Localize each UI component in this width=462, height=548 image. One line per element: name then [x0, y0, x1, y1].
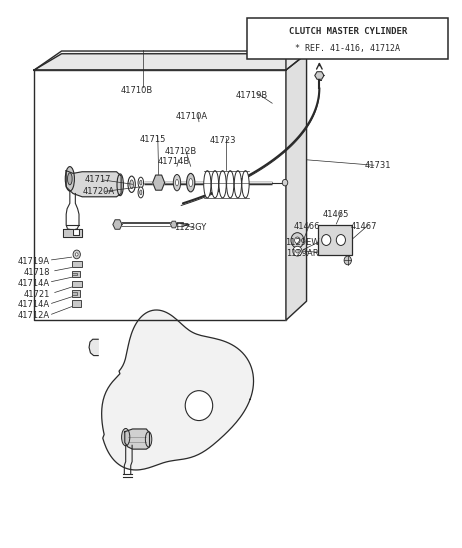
Circle shape	[344, 256, 352, 265]
Ellipse shape	[219, 170, 226, 198]
Text: 1123GY: 1123GY	[174, 223, 206, 232]
Text: 41723: 41723	[209, 136, 236, 145]
Text: 41715: 41715	[140, 135, 166, 144]
Text: 41712A: 41712A	[17, 311, 49, 321]
Ellipse shape	[67, 173, 72, 185]
Ellipse shape	[65, 167, 74, 191]
Text: 41719A: 41719A	[17, 257, 49, 266]
Text: * REF. 41-416, 41712A: * REF. 41-416, 41712A	[295, 44, 400, 54]
Ellipse shape	[128, 176, 135, 192]
Polygon shape	[34, 54, 307, 70]
Polygon shape	[125, 429, 150, 449]
Text: 41467: 41467	[351, 221, 377, 231]
Ellipse shape	[211, 170, 219, 198]
Circle shape	[291, 233, 304, 248]
Ellipse shape	[227, 170, 234, 198]
Bar	[72, 273, 78, 275]
Bar	[72, 290, 80, 297]
Ellipse shape	[138, 187, 144, 198]
Circle shape	[282, 179, 288, 186]
Ellipse shape	[122, 429, 130, 446]
Text: 41720A: 41720A	[82, 187, 114, 196]
Text: CLUTCH MASTER CYLINDER: CLUTCH MASTER CYLINDER	[289, 27, 407, 36]
Text: 41721: 41721	[23, 290, 49, 299]
Ellipse shape	[173, 174, 181, 191]
Ellipse shape	[234, 170, 242, 198]
Bar	[72, 261, 82, 267]
Ellipse shape	[293, 246, 302, 256]
Text: 41710B: 41710B	[121, 85, 153, 95]
Bar	[72, 281, 82, 287]
Text: 41714B: 41714B	[158, 157, 190, 167]
Bar	[72, 300, 81, 307]
Text: 1129AR: 1129AR	[286, 249, 318, 258]
Text: 41710A: 41710A	[176, 112, 208, 121]
Text: 41717: 41717	[85, 175, 111, 185]
Ellipse shape	[140, 180, 142, 185]
Ellipse shape	[130, 180, 134, 189]
Ellipse shape	[242, 170, 249, 198]
Ellipse shape	[138, 177, 144, 188]
Text: 41719B: 41719B	[236, 91, 267, 100]
Bar	[318, 225, 353, 255]
Polygon shape	[153, 175, 164, 190]
Text: 1129EW: 1129EW	[285, 238, 319, 247]
Ellipse shape	[189, 179, 193, 187]
Circle shape	[75, 253, 78, 256]
Ellipse shape	[204, 170, 211, 198]
Polygon shape	[89, 339, 98, 356]
Ellipse shape	[185, 391, 213, 420]
Ellipse shape	[187, 173, 195, 192]
Polygon shape	[113, 220, 122, 229]
Ellipse shape	[296, 249, 299, 253]
Circle shape	[73, 250, 80, 259]
Polygon shape	[286, 54, 307, 320]
Text: 41714A: 41714A	[17, 279, 49, 288]
Polygon shape	[62, 230, 82, 237]
Ellipse shape	[140, 190, 142, 195]
Polygon shape	[66, 170, 121, 197]
Ellipse shape	[146, 432, 152, 447]
Polygon shape	[170, 221, 177, 228]
Circle shape	[295, 237, 300, 243]
Ellipse shape	[117, 174, 123, 196]
Ellipse shape	[176, 179, 178, 186]
Bar	[72, 271, 80, 277]
Polygon shape	[315, 72, 324, 79]
Text: 41718: 41718	[23, 268, 50, 277]
Circle shape	[336, 235, 346, 246]
FancyBboxPatch shape	[247, 19, 449, 59]
Bar	[72, 293, 78, 295]
Text: 41714A: 41714A	[17, 300, 49, 310]
Polygon shape	[102, 310, 254, 470]
Text: 41466: 41466	[293, 221, 320, 231]
Polygon shape	[34, 51, 286, 70]
Text: 41712B: 41712B	[164, 147, 197, 156]
Circle shape	[322, 235, 331, 246]
Text: 41465: 41465	[323, 210, 349, 219]
Text: 41731: 41731	[364, 161, 391, 170]
